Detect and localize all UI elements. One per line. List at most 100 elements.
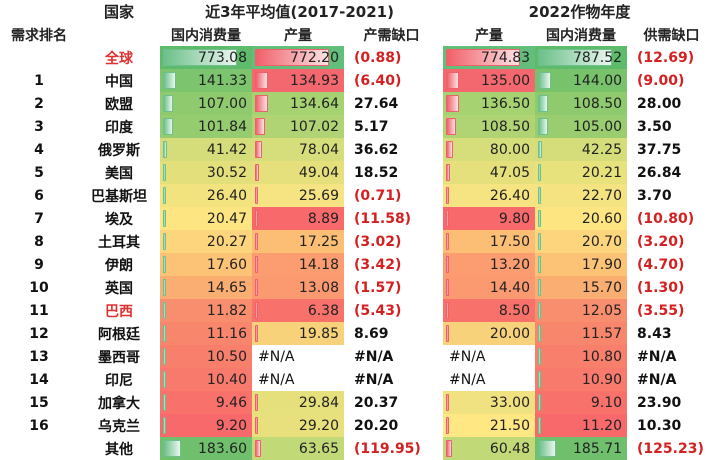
production-1-cell: 78.04 (252, 138, 344, 161)
gap-2-cell: (3.55) (637, 302, 685, 319)
cell-value: 14.65 (206, 279, 247, 296)
cell-value: 20.70 (581, 233, 623, 250)
data-bar (538, 256, 542, 273)
cell-value: 9.80 (498, 210, 531, 227)
data-bar (163, 49, 237, 66)
country-cell: 全球 (105, 50, 133, 67)
gap-1-cell: #N/A (354, 348, 394, 365)
consumption-2-cell: 9.10 (535, 391, 628, 414)
consumption-1-cell: 26.40 (160, 184, 252, 207)
consumption-2-cell: 15.70 (535, 276, 628, 299)
production-1-cell: 29.84 (252, 391, 344, 414)
cell-value: 49.04 (298, 164, 339, 181)
cell-value: 134.93 (290, 72, 339, 89)
header-group1: 近3年平均值(2017-2021) (160, 0, 440, 23)
country-cell: 中国 (105, 73, 133, 90)
production-2-cell: 80.00 (443, 138, 536, 161)
cell-value: 6.38 (307, 302, 339, 319)
cell-value: 773.08 (198, 49, 247, 66)
consumption-2-cell: 22.70 (535, 184, 628, 207)
table-row: 其他 183.60 63.65 (119.95) 60.48 185.71 (125.23) (0, 437, 716, 460)
data-bar (255, 233, 258, 250)
cell-value: 185.71 (573, 440, 623, 457)
cell-value: 101.84 (198, 118, 247, 135)
data-bar (255, 118, 265, 135)
table-row: 14 印尼 10.40 #N/A #N/A #N/A 10.90 #N/A (0, 368, 716, 391)
country-cell: 俄罗斯 (98, 142, 140, 159)
consumption-2-cell: 20.60 (535, 207, 628, 230)
data-bar (446, 72, 460, 89)
data-bar (255, 256, 258, 273)
cell-value: 11.20 (581, 417, 623, 434)
gap-2-cell: #N/A (637, 348, 677, 365)
rank-cell: 10 (29, 279, 49, 296)
production-1-cell: 29.20 (252, 414, 344, 437)
data-bar (538, 233, 542, 250)
data-bar (163, 233, 166, 250)
cell-value: 10.50 (206, 348, 247, 365)
rank-cell: 9 (34, 256, 44, 273)
cell-value: 17.25 (298, 233, 339, 250)
rank-cell: 7 (34, 210, 44, 227)
production-2-cell: 8.50 (443, 299, 536, 322)
cell-value: 105.00 (573, 118, 623, 135)
production-2-cell: 21.50 (443, 414, 536, 437)
gap-1-cell: (119.95) (354, 440, 421, 457)
data-bar (446, 279, 450, 296)
cell-value: 787.52 (573, 49, 623, 66)
table-row: 13 墨西哥 10.50 #N/A #N/A #N/A 10.80 #N/A (0, 345, 716, 368)
consumption-1-cell: 10.40 (160, 368, 252, 391)
production-2-cell: 136.50 (443, 92, 536, 115)
data-bar (538, 72, 552, 89)
cell-value: 63.65 (298, 440, 339, 457)
cell-value: 10.80 (581, 348, 623, 365)
data-bar (163, 118, 173, 135)
production-1-cell: 134.64 (252, 92, 344, 115)
gap-2-cell: (9.00) (637, 72, 685, 89)
country-cell: 墨西哥 (98, 349, 140, 366)
table-row: 全球 773.08 772.20 (0.88) 774.83 787.52 (12.69) (0, 46, 716, 69)
rank-cell: 14 (29, 371, 49, 388)
consumption-2-cell: 10.90 (535, 368, 628, 391)
cell-value: 183.60 (198, 440, 247, 457)
consumption-1-cell: 183.60 (160, 437, 252, 460)
cell-value: 47.05 (489, 164, 531, 181)
data-bar (538, 302, 542, 319)
header-consumption-2: 国内消费量 (535, 23, 628, 46)
data-bar (538, 187, 542, 204)
gap-1-cell: 27.64 (354, 95, 399, 112)
table-row: 11 巴西 11.82 6.38 (5.43) 8.50 12.05 (3.55) (0, 299, 716, 322)
table-row: 3 印度 101.84 107.02 5.17 108.50 105.00 3.50 (0, 115, 716, 138)
gap-1-cell: 8.69 (354, 325, 389, 342)
consumption-1-cell: 10.50 (160, 345, 252, 368)
country-cell: 巴西 (105, 303, 133, 320)
table-row: 6 巴基斯坦 26.40 25.69 (0.71) 26.40 22.70 3.70 (0, 184, 716, 207)
data-bar (255, 417, 258, 434)
gap-1-cell: (0.88) (354, 49, 402, 66)
cell-value: 9.20 (215, 417, 247, 434)
data-bar (163, 210, 166, 227)
data-bar (538, 49, 613, 66)
header-rank-spacer (0, 0, 78, 23)
country-cell: 其他 (105, 441, 133, 458)
production-1-cell: 17.25 (252, 230, 344, 253)
production-1-cell: 25.69 (252, 184, 344, 207)
consumption-1-cell: 9.20 (160, 414, 252, 437)
cell-value: 17.60 (206, 256, 247, 273)
cell-value: 29.84 (298, 394, 339, 411)
data-bar (538, 348, 542, 365)
data-bar (163, 95, 173, 112)
production-2-cell: 33.00 (443, 391, 536, 414)
gap-2-cell: 8.43 (637, 325, 672, 342)
production-2-cell: #N/A (443, 345, 536, 368)
rank-cell: 15 (29, 394, 49, 411)
gap-2-cell: (10.80) (637, 210, 695, 227)
production-1-cell: 13.08 (252, 276, 344, 299)
gap-2-cell: 23.90 (637, 394, 682, 411)
table-row: 16 乌克兰 9.20 29.20 20.20 21.50 11.20 10.30 (0, 414, 716, 437)
production-1-cell: 63.65 (252, 437, 344, 460)
data-bar (163, 417, 166, 434)
rank-cell: 2 (34, 95, 44, 112)
gap-1-cell: (11.58) (354, 210, 412, 227)
